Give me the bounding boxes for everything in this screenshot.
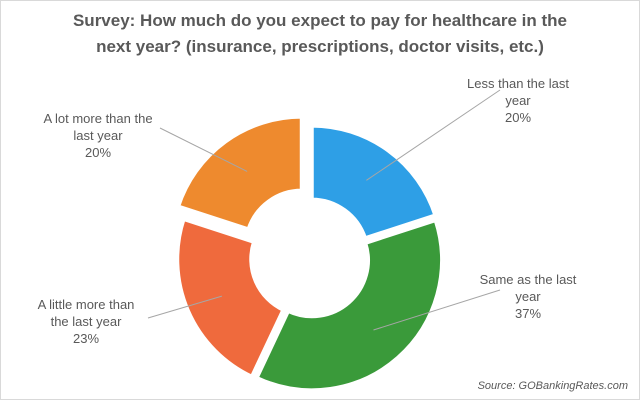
data-label-same: Same as the last year 37% (480, 272, 577, 321)
data-label-less: Less than the last year 20% (467, 76, 569, 125)
data-label-little-more: A little more than the last year 23% (38, 297, 135, 346)
chart-title-line-2: next year? (insurance, prescriptions, do… (96, 37, 544, 56)
slice-same (253, 217, 444, 393)
chart-title-line-1: Survey: How much do you expect to pay fo… (72, 11, 568, 30)
slice-lot-more (175, 114, 304, 232)
leader-line-same (373, 289, 501, 331)
leader-line-lot-more (159, 127, 248, 172)
slice-less (309, 123, 438, 241)
slice-little-more (175, 216, 287, 380)
chart-source: Source: GOBankingRates.com (477, 380, 628, 392)
leader-line-less (366, 89, 501, 181)
chart-title: Survey: How much do you expect to pay fo… (20, 8, 620, 60)
leader-line-little-more (147, 295, 223, 319)
data-label-lot-more: A lot more than the last year 20% (43, 111, 152, 160)
